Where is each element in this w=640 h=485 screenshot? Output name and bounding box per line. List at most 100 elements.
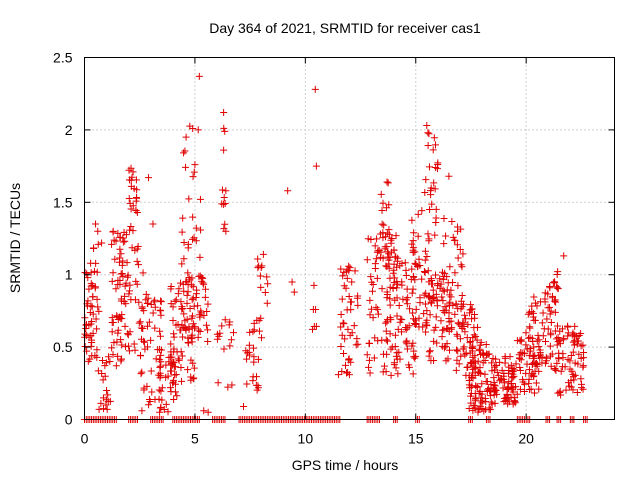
data-point: [430, 179, 438, 187]
data-point: [158, 384, 166, 392]
data-point: [392, 232, 400, 240]
data-point: [174, 290, 182, 298]
data-point: [378, 207, 386, 215]
data-point: [373, 248, 381, 256]
data-point: [117, 250, 125, 258]
data-point: [388, 248, 396, 256]
data-point: [255, 327, 263, 335]
data-point: [178, 377, 186, 385]
data-point: [114, 329, 122, 337]
data-point: [406, 305, 414, 313]
data-point: [156, 345, 164, 353]
data-point: [394, 370, 402, 378]
data-point: [421, 256, 429, 264]
data-point: [536, 346, 544, 354]
data-point: [196, 253, 204, 261]
data-point: [446, 346, 454, 354]
data-point: [225, 321, 233, 329]
data-point: [363, 351, 371, 359]
data-point: [196, 328, 204, 336]
data-point: [425, 348, 433, 356]
data-point: [458, 324, 466, 332]
data-point: [178, 352, 186, 360]
data-point: [87, 302, 95, 310]
data-point: [344, 325, 352, 333]
data-point: [380, 221, 388, 229]
data-point: [547, 331, 555, 339]
data-point: [468, 305, 476, 313]
data-point: [546, 303, 554, 311]
data-point: [151, 296, 159, 304]
data-point: [384, 179, 392, 187]
data-point: [554, 268, 562, 276]
data-point: [569, 373, 577, 381]
data-point: [490, 374, 498, 382]
data-point: [140, 307, 148, 315]
data-point: [409, 285, 417, 293]
data-point: [436, 275, 444, 283]
data-point: [459, 250, 467, 258]
data-point: [539, 309, 547, 317]
data-point: [437, 280, 445, 288]
data-point: [495, 372, 503, 380]
data-point: [385, 264, 393, 272]
data-point: [432, 214, 440, 222]
data-point: [432, 205, 440, 213]
data-point: [382, 327, 390, 335]
data-point: [541, 337, 549, 345]
data-point: [157, 403, 165, 411]
data-point: [119, 238, 127, 246]
data-point: [395, 302, 403, 310]
data-point: [184, 339, 192, 347]
data-point: [157, 372, 165, 380]
data-point: [409, 339, 417, 347]
data-point: [380, 362, 388, 370]
data-point: [101, 362, 109, 370]
data-point: [554, 285, 562, 293]
data-point: [162, 361, 170, 369]
data-point: [188, 296, 196, 304]
data-point: [90, 244, 98, 252]
data-point: [182, 133, 190, 141]
data-point: [424, 129, 432, 137]
data-point: [156, 408, 164, 416]
data-point: [425, 292, 433, 300]
data-point: [529, 352, 537, 360]
data-point: [226, 318, 234, 326]
data-point: [469, 406, 477, 414]
data-point: [202, 285, 210, 293]
data-point: [473, 336, 481, 344]
data-point: [430, 337, 438, 345]
data-point: [398, 328, 406, 336]
data-point: [367, 273, 375, 281]
data-point: [390, 260, 398, 268]
data-point: [177, 364, 185, 372]
data-point: [147, 301, 155, 309]
data-point: [573, 388, 581, 396]
data-point: [199, 279, 207, 287]
data-point: [139, 325, 147, 333]
data-point: [457, 261, 465, 269]
y-axis-title: SRMTID / TECUs: [7, 183, 23, 293]
data-point: [124, 271, 132, 279]
data-point: [448, 217, 456, 225]
data-point: [131, 346, 139, 354]
data-point: [372, 255, 380, 263]
data-point: [352, 341, 360, 349]
data-point: [569, 338, 577, 346]
data-point: [178, 305, 186, 313]
data-point: [383, 337, 391, 345]
data-point: [200, 280, 208, 288]
data-point: [491, 399, 499, 407]
data-point: [354, 340, 362, 348]
data-point: [567, 383, 575, 391]
x-tick-label: 20: [518, 431, 534, 447]
data-point: [386, 314, 394, 322]
data-point: [97, 399, 105, 407]
data-point: [110, 339, 118, 347]
data-point: [492, 362, 500, 370]
data-point: [201, 293, 209, 301]
data-point: [137, 352, 145, 360]
data-point: [227, 336, 235, 344]
data-point: [193, 290, 201, 298]
